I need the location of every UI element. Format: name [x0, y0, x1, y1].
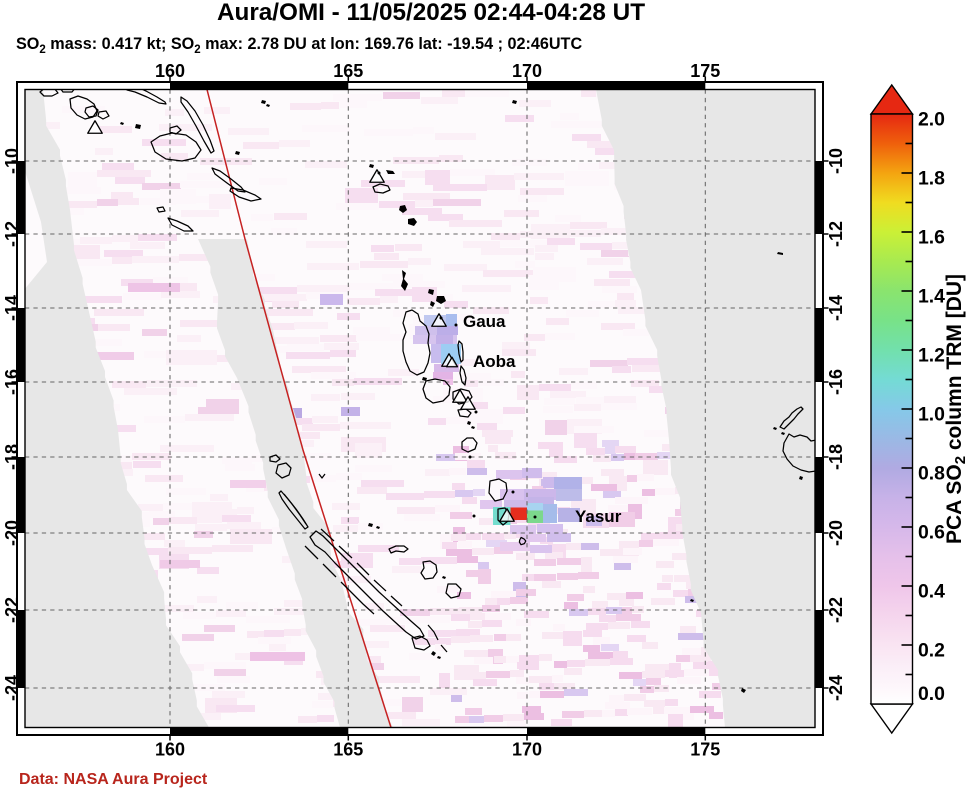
svg-text:1.4: 1.4 [918, 286, 945, 308]
svg-text:-24: -24 [826, 675, 846, 701]
svg-text:-10: -10 [826, 148, 846, 174]
svg-text:0.6: 0.6 [918, 522, 945, 544]
svg-text:165: 165 [333, 740, 363, 760]
svg-text:Yasur: Yasur [575, 507, 622, 526]
svg-text:170: 170 [512, 740, 542, 760]
svg-text:SO2 mass: 0.417 kt; SO2 max: 2: SO2 mass: 0.417 kt; SO2 max: 2.78 DU at … [16, 35, 582, 56]
svg-text:-20: -20 [826, 520, 846, 546]
svg-text:-22: -22 [826, 597, 846, 623]
svg-text:PCA SO2 column TRM [DU]: PCA SO2 column TRM [DU] [943, 274, 969, 544]
svg-text:1.8: 1.8 [918, 168, 945, 190]
svg-text:175: 175 [690, 740, 720, 760]
svg-text:-14: -14 [826, 295, 846, 321]
svg-text:Aoba: Aoba [473, 352, 516, 371]
svg-text:160: 160 [155, 61, 185, 81]
svg-text:-16: -16 [826, 369, 846, 395]
svg-text:Gaua: Gaua [463, 312, 506, 331]
svg-text:Aura/OMI - 11/05/2025 02:44-04: Aura/OMI - 11/05/2025 02:44-04:28 UT [217, 0, 645, 26]
svg-text:0.0: 0.0 [918, 683, 945, 705]
svg-text:0.4: 0.4 [918, 581, 945, 603]
svg-text:Data: NASA Aura Project: Data: NASA Aura Project [19, 771, 208, 788]
svg-text:0.8: 0.8 [918, 463, 945, 485]
svg-text:-12: -12 [826, 221, 846, 247]
svg-text:-18: -18 [826, 444, 846, 470]
svg-text:0.2: 0.2 [918, 640, 945, 662]
svg-text:165: 165 [333, 61, 363, 81]
svg-text:160: 160 [155, 740, 185, 760]
svg-text:2.0: 2.0 [918, 109, 945, 131]
svg-text:170: 170 [512, 61, 542, 81]
svg-text:1.6: 1.6 [918, 227, 945, 249]
svg-text:1.0: 1.0 [918, 404, 945, 426]
svg-text:1.2: 1.2 [918, 345, 945, 367]
svg-text:175: 175 [690, 61, 720, 81]
